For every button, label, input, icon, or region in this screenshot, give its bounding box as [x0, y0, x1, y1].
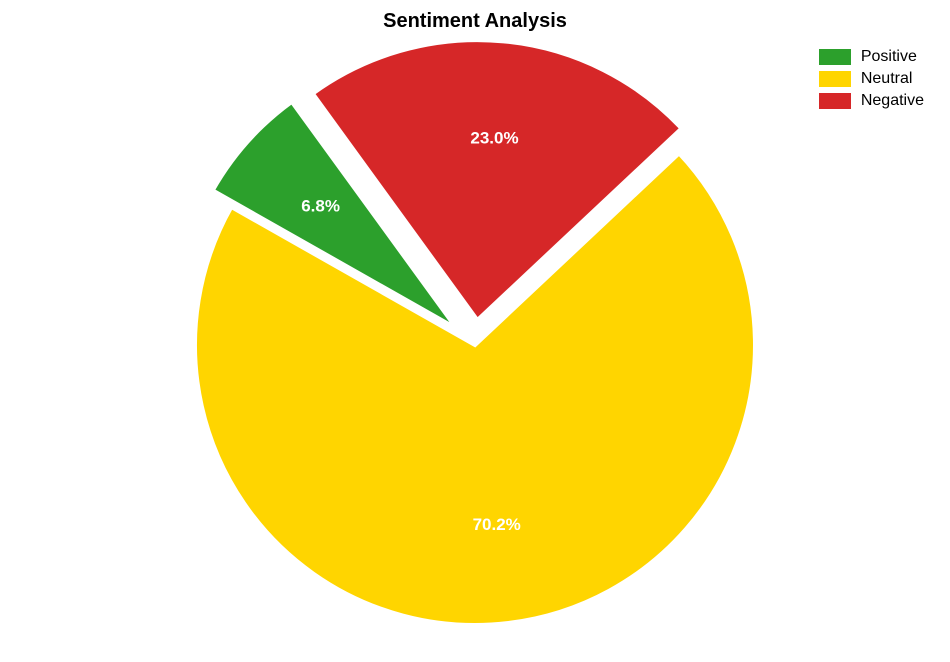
- legend-swatch: [819, 71, 851, 87]
- legend-item: Positive: [819, 48, 924, 66]
- chart-container: Sentiment Analysis 6.8%70.2%23.0% Positi…: [0, 0, 950, 662]
- slice-percent-label: 70.2%: [473, 515, 521, 534]
- legend-label: Negative: [861, 92, 924, 110]
- legend-label: Positive: [861, 48, 917, 66]
- slice-percent-label: 23.0%: [470, 128, 518, 147]
- legend-item: Neutral: [819, 70, 924, 88]
- legend-label: Neutral: [861, 70, 913, 88]
- legend: Positive Neutral Negative: [819, 48, 924, 114]
- legend-swatch: [819, 49, 851, 65]
- pie-chart: 6.8% 70.2% 23.0%: [0, 0, 950, 662]
- legend-item: Negative: [819, 92, 924, 110]
- legend-swatch: [819, 93, 851, 109]
- slice-percent-label: 6.8%: [301, 197, 340, 216]
